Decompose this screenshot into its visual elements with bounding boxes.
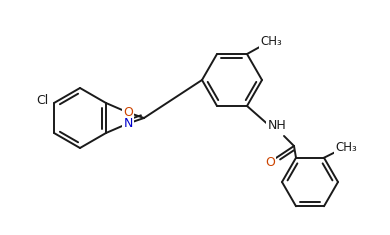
Text: O: O: [123, 106, 133, 119]
Text: Cl: Cl: [36, 94, 48, 107]
Text: CH₃: CH₃: [335, 141, 357, 154]
Text: N: N: [123, 117, 133, 130]
Text: CH₃: CH₃: [260, 35, 282, 47]
Text: O: O: [265, 157, 275, 169]
Text: NH: NH: [268, 119, 286, 133]
